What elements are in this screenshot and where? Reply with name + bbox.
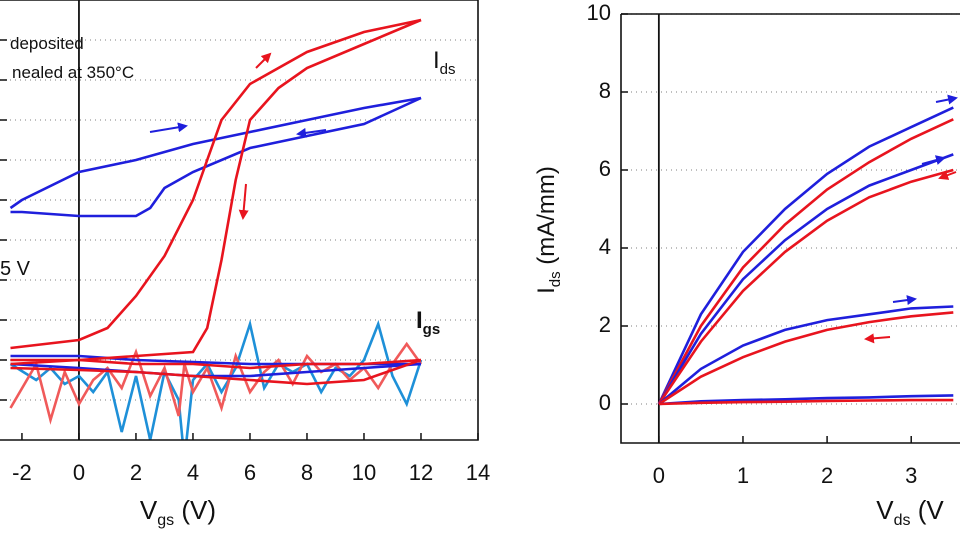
- curve: [10, 96, 422, 218]
- x-axis-label-part: (V): [174, 495, 216, 525]
- curve: [10, 358, 422, 386]
- curve: [657, 106, 954, 405]
- annotation: deposited: [10, 34, 84, 53]
- x-axis-label-part: V: [140, 495, 158, 525]
- x-tick-label: 1: [737, 463, 749, 488]
- chart: -2 0 2 4 6 8 10 12 14 Vgs (V) deposited nealed at 3…: [0, 0, 490, 529]
- annotation: nealed at 350°C: [12, 63, 134, 82]
- annotation: 5 V: [0, 258, 31, 280]
- y-axis-label-part: (mA/mm): [533, 166, 560, 271]
- curve: [658, 311, 954, 406]
- y-tick-label: 10: [587, 0, 611, 25]
- y-tick-label: 0: [599, 390, 611, 415]
- curve: [658, 394, 954, 406]
- annotation-part: ds: [440, 61, 456, 78]
- arrow: [238, 183, 249, 220]
- x-tick-label: -2: [12, 460, 32, 485]
- curve: [10, 358, 422, 370]
- arrow: [935, 94, 958, 105]
- annotation: Igs: [416, 307, 440, 338]
- y-axis-label-part: ds: [547, 271, 564, 287]
- x-tick-label: 2: [821, 463, 833, 488]
- x-tick-label: 4: [187, 460, 199, 485]
- x-tick-label: 0: [653, 463, 665, 488]
- annotation-part: deposited: [10, 34, 84, 53]
- frame: [0, 0, 479, 441]
- curves: [9, 18, 423, 440]
- annotation-part: 5 V: [0, 258, 31, 280]
- curve: [657, 118, 954, 405]
- x-tick-label: 6: [244, 460, 256, 485]
- x-axis-label: Vgs (V): [140, 495, 216, 529]
- arrows: [149, 52, 958, 344]
- arrow: [864, 333, 891, 344]
- y-axis-label: Ids (mA/mm): [533, 166, 564, 294]
- y-tick-label: 2: [599, 312, 611, 337]
- curve: [10, 362, 422, 378]
- annotation-part: I: [433, 47, 440, 74]
- x-tick-label: 12: [409, 460, 433, 485]
- arrow: [921, 155, 946, 165]
- y-tick-label: 6: [599, 156, 611, 181]
- frame: [620, 13, 960, 444]
- curve: [9, 341, 423, 425]
- curve: [658, 305, 954, 405]
- annotation-part: nealed at 350°C: [12, 63, 134, 82]
- x-tick-label: 8: [301, 460, 313, 485]
- curve: [9, 96, 422, 210]
- curve: [10, 18, 422, 366]
- x-tick-label: 0: [73, 460, 85, 485]
- curve: [10, 18, 422, 350]
- x-tick-label: 10: [352, 460, 376, 485]
- curve: [657, 153, 954, 405]
- curves: [657, 106, 954, 406]
- x-axis-label-part: V: [876, 495, 894, 525]
- x-tick-label: 14: [466, 460, 490, 485]
- y-tick-label: 4: [599, 234, 611, 259]
- y-axis-label-part: I: [533, 287, 560, 294]
- arrow: [149, 122, 188, 133]
- arrow: [255, 52, 272, 69]
- x-axis-label: Vds (V: [876, 495, 944, 529]
- curve: [658, 398, 954, 406]
- x-axis-label-part: ds: [894, 512, 911, 529]
- y-tick-label: 8: [599, 78, 611, 103]
- x-tick-label: 3: [905, 463, 917, 488]
- x-axis-label-part: (V: [911, 495, 945, 525]
- x-axis-label-part: gs: [157, 512, 174, 529]
- arrow: [892, 295, 917, 306]
- annotation: Ids: [433, 47, 456, 78]
- annotation-part: gs: [423, 321, 441, 338]
- curve: [657, 168, 954, 405]
- x-tick-label: 2: [130, 460, 142, 485]
- arrow: [296, 127, 327, 138]
- annotation-part: I: [416, 307, 423, 334]
- arrow: [938, 170, 957, 180]
